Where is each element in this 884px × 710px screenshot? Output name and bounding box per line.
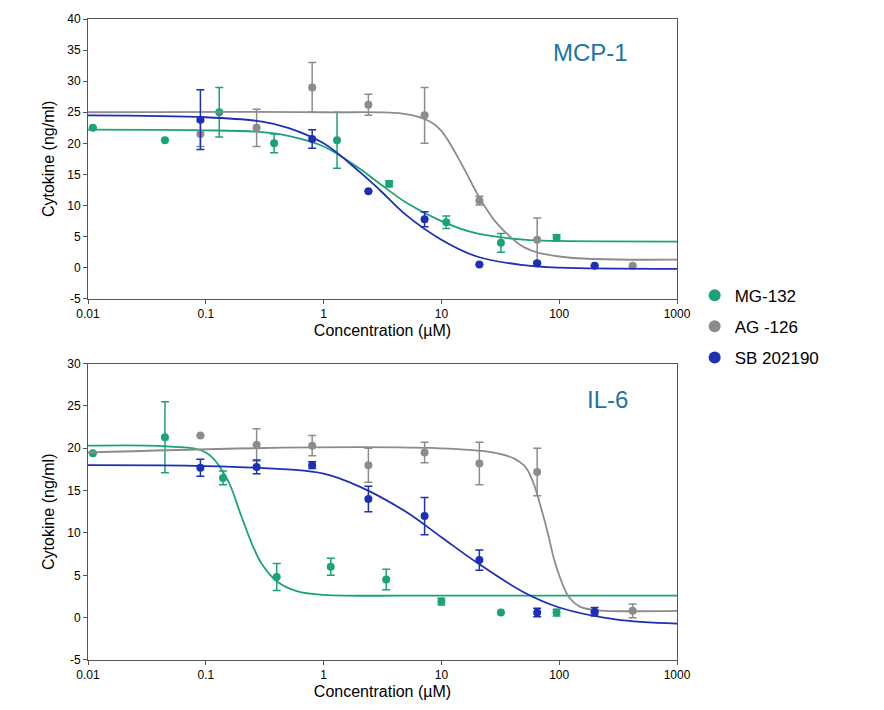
svg-text:IL-6: IL-6 xyxy=(587,386,628,413)
svg-text:10: 10 xyxy=(435,307,449,321)
svg-text:0: 0 xyxy=(74,611,81,625)
svg-text:0.01: 0.01 xyxy=(76,307,100,321)
svg-text:1: 1 xyxy=(320,307,327,321)
svg-text:100: 100 xyxy=(549,307,569,321)
svg-text:40: 40 xyxy=(67,12,81,26)
svg-text:0.1: 0.1 xyxy=(197,668,214,682)
svg-text:30: 30 xyxy=(67,74,81,88)
svg-text:1000: 1000 xyxy=(664,668,691,682)
svg-text:5: 5 xyxy=(74,230,81,244)
svg-text:0.01: 0.01 xyxy=(76,668,100,682)
svg-text:MG-132: MG-132 xyxy=(735,287,796,306)
svg-text:Concentration (µM): Concentration (µM) xyxy=(314,683,451,700)
svg-text:0: 0 xyxy=(74,261,81,275)
svg-text:30: 30 xyxy=(67,357,81,371)
svg-text:0.1: 0.1 xyxy=(197,307,214,321)
svg-text:10: 10 xyxy=(67,199,81,213)
svg-text:10: 10 xyxy=(435,668,449,682)
svg-text:Cytokine (ng/ml): Cytokine (ng/ml) xyxy=(40,454,57,570)
svg-text:35: 35 xyxy=(67,43,81,57)
svg-text:20: 20 xyxy=(67,441,81,455)
svg-text:25: 25 xyxy=(67,399,81,413)
svg-text:MCP-1: MCP-1 xyxy=(553,39,628,66)
svg-text:15: 15 xyxy=(67,168,81,182)
svg-text:5: 5 xyxy=(74,568,81,582)
svg-text:-5: -5 xyxy=(70,292,81,306)
svg-text:AG -126: AG -126 xyxy=(735,318,798,337)
svg-text:25: 25 xyxy=(67,105,81,119)
svg-text:20: 20 xyxy=(67,137,81,151)
svg-text:1000: 1000 xyxy=(664,307,691,321)
svg-text:Cytokine (ng/ml): Cytokine (ng/ml) xyxy=(40,101,57,217)
svg-text:10: 10 xyxy=(67,526,81,540)
svg-text:-5: -5 xyxy=(70,653,81,667)
svg-text:1: 1 xyxy=(320,668,327,682)
svg-text:15: 15 xyxy=(67,484,81,498)
svg-text:Concentration (µM): Concentration (µM) xyxy=(314,322,451,339)
svg-text:SB 202190: SB 202190 xyxy=(735,349,819,368)
svg-text:100: 100 xyxy=(549,668,569,682)
